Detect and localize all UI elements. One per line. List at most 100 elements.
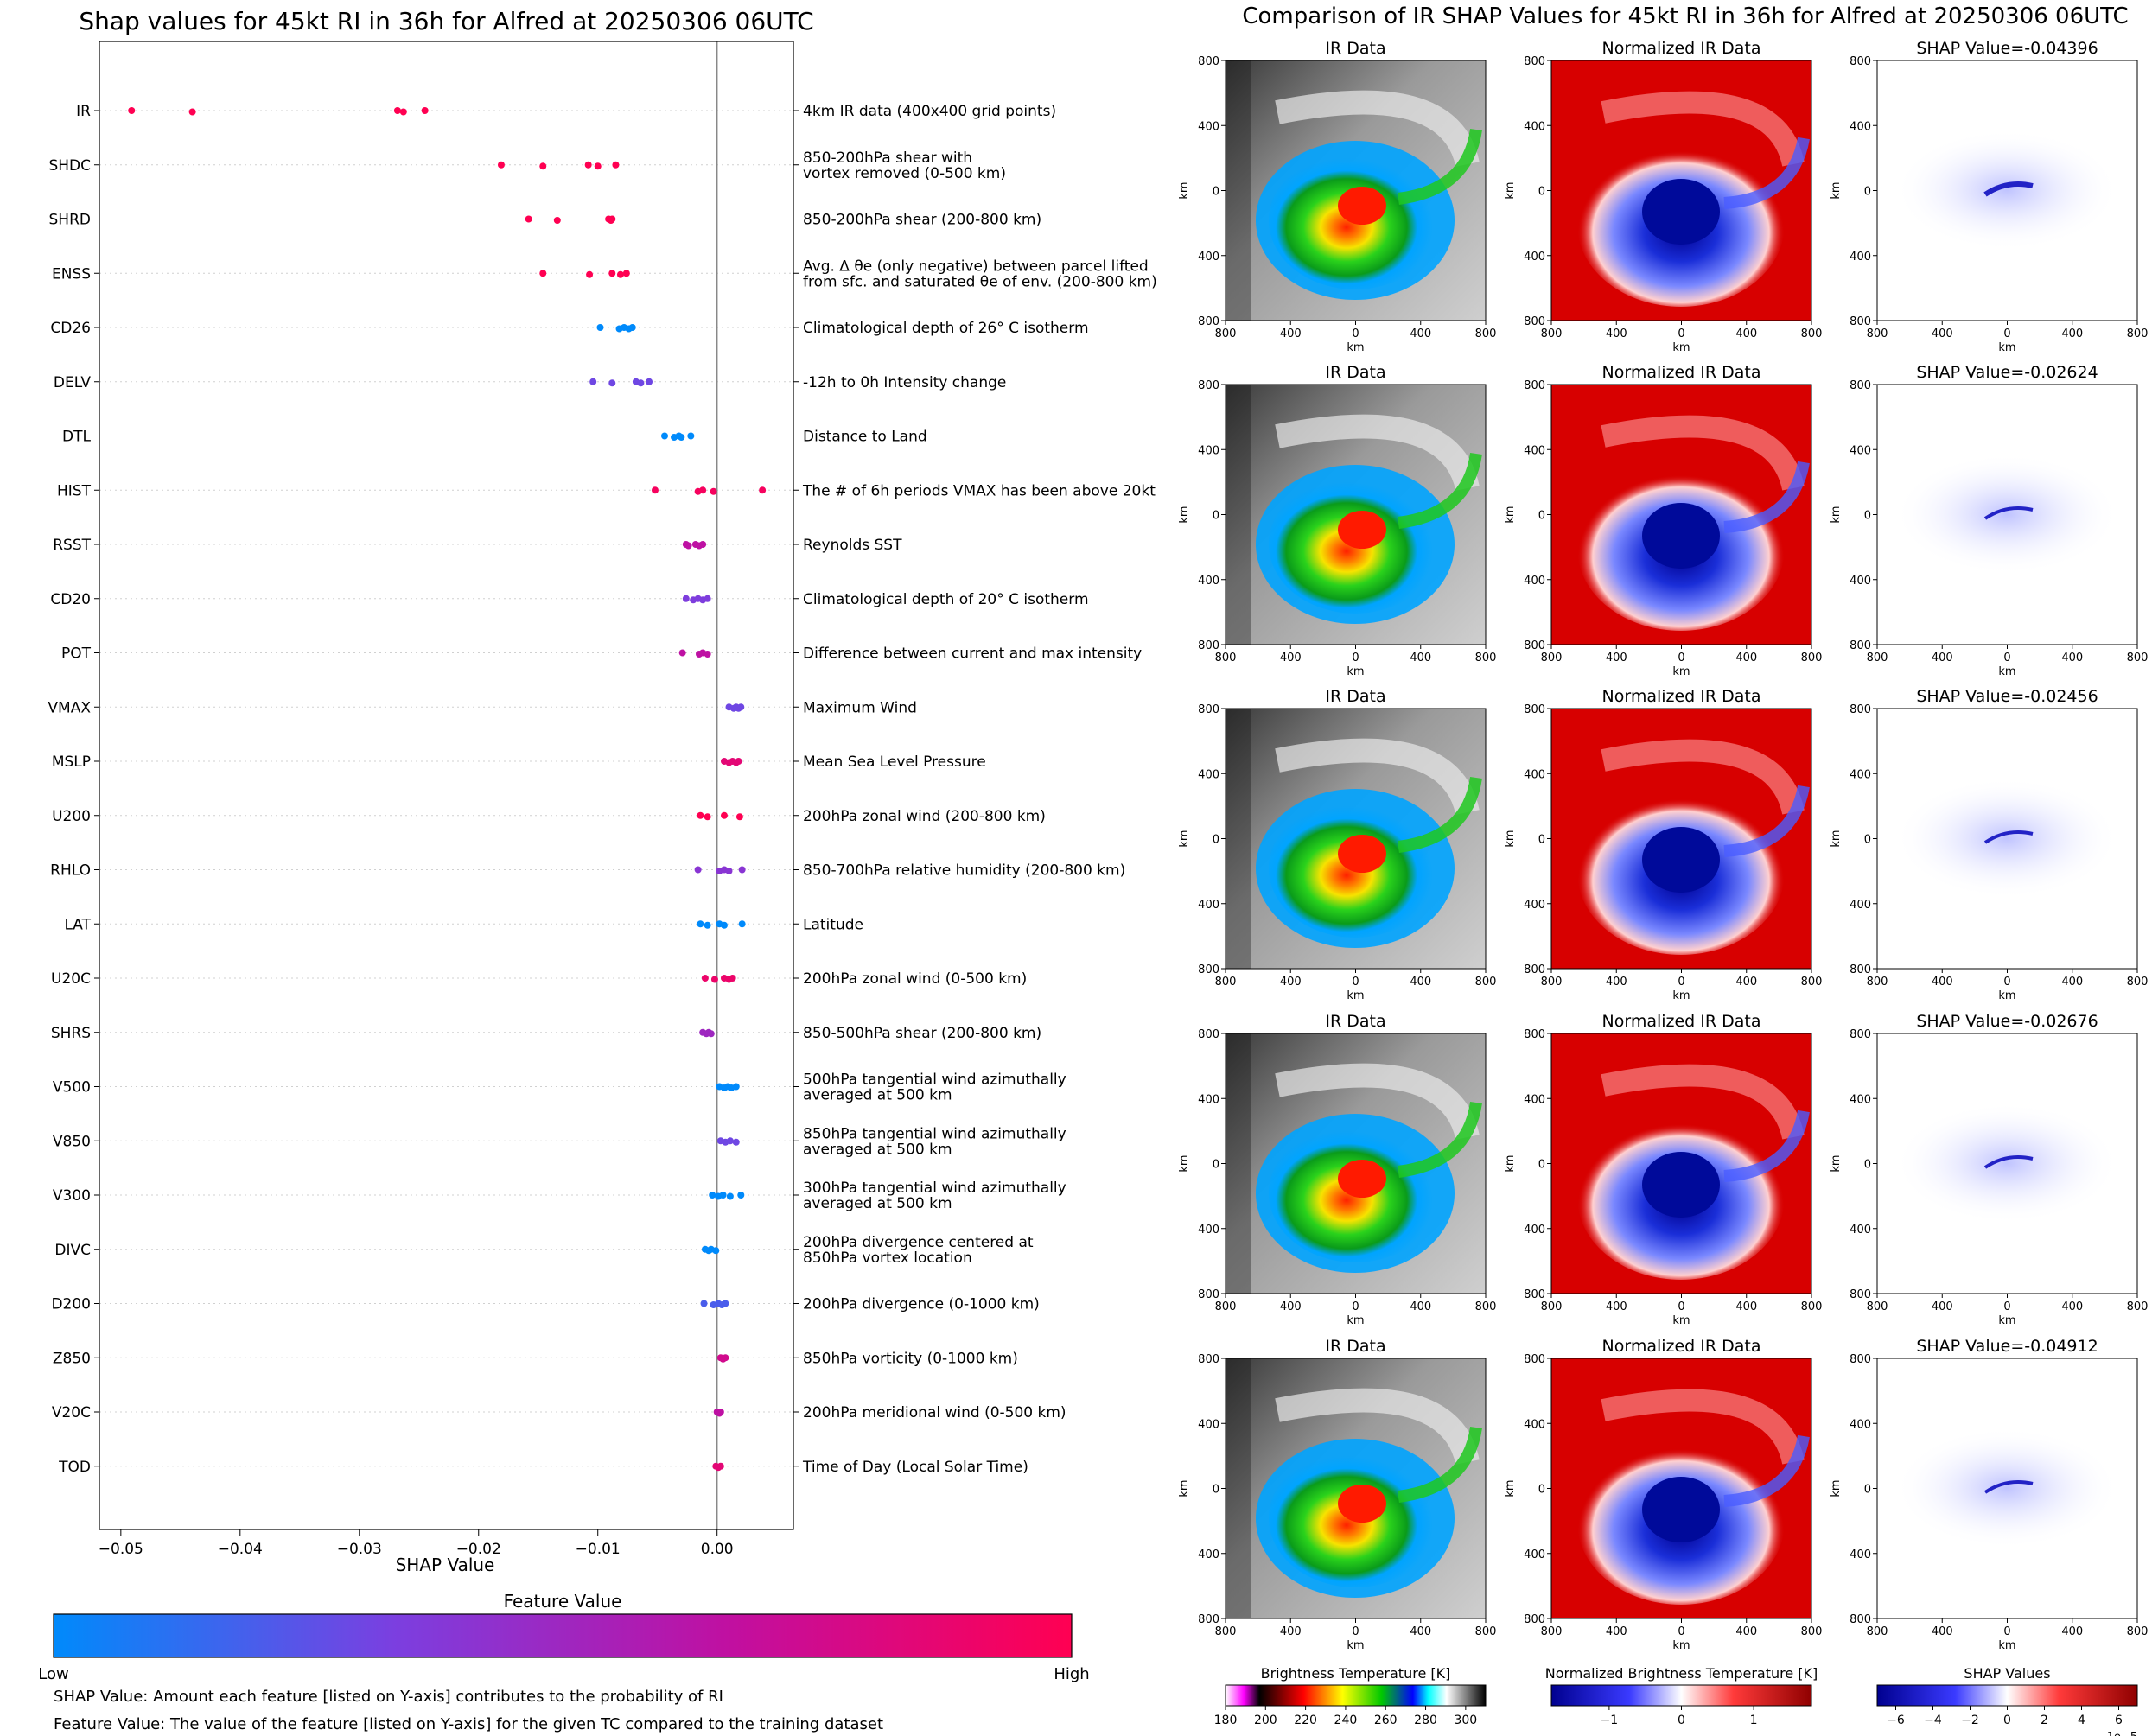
x-tick-label: 400 (2061, 1300, 2083, 1313)
shap-point (725, 868, 733, 874)
y-tick-label: 0 (1213, 186, 1219, 199)
feature-description-label: 850-200hPa shear with vortex removed (0-5… (803, 149, 1006, 182)
x-tick-label: 800 (2127, 1625, 2149, 1638)
x-tick-label: 400 (1280, 1625, 1302, 1638)
shap-point (678, 649, 686, 657)
normalized-ir-panel-title: Normalized IR Data (1602, 39, 1761, 58)
shap-beeswarm-chart: Shap values for 45kt RI in 36h for Alfre… (38, 7, 1156, 1683)
dark-edge (1226, 709, 1251, 969)
y-tick-label: 0 (1864, 186, 1871, 199)
x-tick-label: 0 (2003, 652, 2010, 665)
colorbar-tick-label: 1 (1750, 1714, 1758, 1727)
y-tick-label: 0 (1213, 1484, 1219, 1497)
colorbar-tick-label: 280 (1414, 1714, 1437, 1727)
x-tick-label: 400 (1410, 652, 1431, 665)
feature-description-label: Maximum Wind (803, 699, 917, 716)
feature-name-label: DTL (62, 429, 91, 446)
y-tick-label: 800 (1198, 1353, 1219, 1366)
x-axis-label: km (1672, 989, 1690, 1002)
colorbar-tick-label: −2 (1961, 1714, 1979, 1727)
spiral-band (1723, 1110, 1810, 1182)
x-tick-label: 400 (1932, 976, 1953, 989)
y-tick-label: 800 (1850, 315, 1871, 328)
x-axis-label: km (1347, 341, 1364, 354)
x-axis-label: km (1672, 665, 1690, 678)
x-tick-label: 800 (1867, 327, 1888, 340)
shap-halo (1894, 1103, 2119, 1224)
y-tick-label: 400 (1850, 251, 1871, 264)
x-tick-label: 800 (1475, 1625, 1497, 1638)
shap-point (701, 975, 709, 982)
y-tick-label: 800 (1198, 703, 1219, 716)
feature-name-label: CD26 (50, 320, 91, 337)
shap-point (709, 1192, 716, 1199)
y-tick-label: 400 (1850, 899, 1871, 912)
y-tick-label: 0 (1538, 834, 1545, 847)
colorbar-tick-label: 4 (2078, 1714, 2085, 1727)
x-tick-label: 800 (1801, 1625, 1823, 1638)
coldest-tops (1642, 1152, 1720, 1218)
shap-point (497, 161, 505, 169)
shap-point (682, 595, 690, 602)
feature-description-label: 200hPa divergence centered at 850hPa vort… (803, 1234, 1034, 1267)
x-tick-label: 400 (1735, 1625, 1757, 1638)
x-tick-label: 800 (1475, 976, 1497, 989)
x-tick-label: 800 (1475, 1300, 1497, 1313)
y-tick-label: 400 (1524, 1093, 1545, 1106)
y-axis-label: km (1830, 181, 1843, 199)
feature-name-label: SHDC (48, 157, 91, 175)
shap-point (660, 432, 668, 440)
y-tick-label: 800 (1850, 55, 1871, 68)
dark-edge (1226, 385, 1251, 645)
x-axis-label: km (1672, 1314, 1690, 1327)
colorbar-tick-label: 200 (1254, 1714, 1277, 1727)
shap-point (646, 378, 653, 385)
shap-point (738, 866, 746, 874)
cloud-band (1275, 414, 1480, 492)
y-tick-label: 800 (1198, 379, 1219, 392)
x-tick-label: 0 (2003, 1625, 2010, 1638)
normalized-ir-panel-title: Normalized IR Data (1602, 363, 1761, 382)
x-tick-label: 800 (1541, 652, 1563, 665)
y-axis-label: km (1830, 506, 1843, 523)
feature-description-label: The # of 6h periods VMAX has been above … (802, 482, 1156, 499)
coldest-tops (1642, 503, 1720, 569)
coldest-tops (1338, 835, 1386, 873)
y-tick-label: 400 (1850, 444, 1871, 457)
x-tick-label: 0 (1352, 652, 1359, 665)
x-tick-label: 800 (1801, 652, 1823, 665)
x-tick-label: 800 (1867, 1300, 1888, 1313)
spiral-band (1398, 776, 1482, 853)
y-tick-label: 400 (1198, 444, 1219, 457)
y-axis-label: km (1504, 181, 1517, 199)
y-tick-label: 400 (1524, 1418, 1545, 1431)
feature-name-label: SHRS (51, 1025, 91, 1042)
y-tick-label: 0 (1864, 510, 1871, 523)
y-tick-label: 0 (1538, 186, 1545, 199)
shap-point (525, 215, 532, 223)
normalized-ir-panel-title: Normalized IR Data (1602, 687, 1761, 706)
x-tick-label: 400 (1735, 1300, 1757, 1313)
x-tick-label: 400 (1410, 327, 1431, 340)
y-axis-label: km (1504, 506, 1517, 523)
x-tick-label: 0 (1352, 976, 1359, 989)
feature-name-label: CD20 (50, 591, 91, 608)
y-tick-label: 400 (1524, 899, 1545, 912)
y-axis-label: km (1504, 1154, 1517, 1172)
cloud-band (1601, 1389, 1805, 1466)
x-tick-label: 0 (2003, 1300, 2010, 1313)
y-tick-label: 800 (1198, 1028, 1219, 1041)
x-tick-label: 800 (1867, 652, 1888, 665)
shap-point (678, 434, 685, 441)
x-tick-label: 800 (1215, 327, 1237, 340)
feature-description-label: 850-700hPa relative humidity (200-800 km… (803, 862, 1125, 880)
y-tick-label: 800 (1198, 1288, 1219, 1301)
y-tick-label: 0 (1213, 510, 1219, 523)
x-tick-label: 400 (1280, 327, 1302, 340)
y-tick-label: 400 (1198, 899, 1219, 912)
x-tick-label: −0.03 (337, 1541, 382, 1558)
shap-point (738, 920, 746, 928)
colorbar-tick-label: 6 (2115, 1714, 2123, 1727)
x-tick-label: 400 (1606, 327, 1627, 340)
